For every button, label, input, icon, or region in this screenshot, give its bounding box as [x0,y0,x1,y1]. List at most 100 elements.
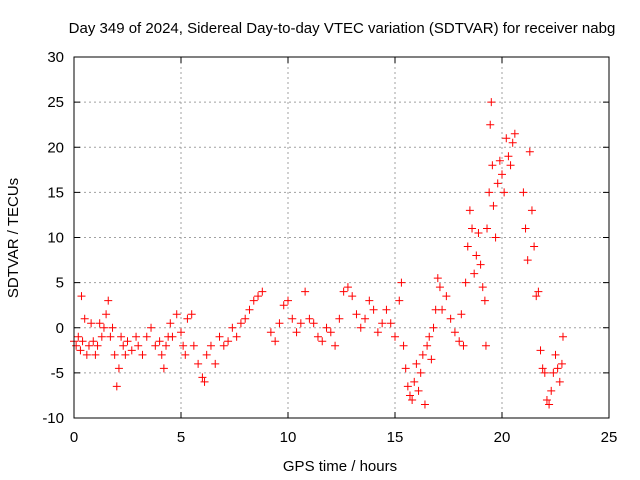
data-point [474,228,483,237]
data-point [459,341,468,350]
data-point [485,188,494,197]
data-point [200,377,209,386]
data-point [322,323,331,332]
data-point [72,341,81,350]
data-point [108,323,117,332]
data-point [110,350,119,359]
data-point [335,314,344,323]
data-point [215,332,224,341]
data-point [258,287,267,296]
data-point [506,161,515,170]
data-point [465,206,474,215]
data-point [339,287,348,296]
data-point [534,287,543,296]
data-point [435,283,444,292]
data-point [414,386,423,395]
data-point [429,323,438,332]
data-point [553,364,562,373]
data-point [373,328,382,337]
y-tick-label: -10 [42,410,64,427]
data-point [391,332,399,341]
data-point [99,323,108,332]
data-point [211,359,220,368]
data-point [123,337,132,346]
data-point [530,242,539,251]
data-point [198,373,207,382]
data-point [481,341,490,350]
data-point [476,260,485,269]
data-point [536,346,545,355]
data-point [555,377,564,386]
data-point [493,179,502,188]
data-point [77,292,86,301]
x-tick-label: 0 [70,429,78,446]
data-point [361,314,370,323]
data-point [89,337,98,346]
data-point [446,314,455,323]
data-point [551,350,560,359]
data-point [519,188,528,197]
data-point [416,368,425,377]
data-point [219,341,228,350]
data-point [487,98,496,107]
data-point [313,332,322,341]
data-point [232,332,241,341]
chart-title: Day 349 of 2024, Sidereal Day-to-day VTE… [69,20,616,37]
data-point [348,292,357,301]
y-tick-label: 5 [56,275,64,292]
plot-frame [73,56,610,419]
data-point [275,319,284,328]
data-point [296,319,305,328]
data-point [119,341,128,350]
x-axis-label: GPS time / hours [283,458,397,475]
data-point [425,332,434,341]
x-tick-label: 5 [177,429,185,446]
data-point [457,310,466,319]
x-tick-label: 20 [494,429,511,446]
data-point [410,377,419,386]
data-point [241,314,250,323]
data-point [206,341,215,350]
data-point [309,319,318,328]
data-point [224,337,233,346]
x-tick-label: 25 [601,429,618,446]
data-point [423,341,432,350]
data-point [82,350,91,359]
data-point [470,269,479,278]
data-point [147,323,156,332]
data-point [401,364,410,373]
data-point [112,382,121,391]
data-point [558,332,567,341]
data-point [527,206,536,215]
data-point [540,368,549,377]
data-point [483,224,492,233]
data-point [504,152,513,161]
data-point [266,328,275,337]
data-point [532,292,541,301]
data-point [455,337,464,346]
data-point [93,341,102,350]
data-point [395,296,404,305]
data-point [102,310,111,319]
data-point [418,350,427,359]
data-point [97,332,106,341]
data-point [442,292,451,301]
data-point [194,359,203,368]
data-point [549,368,558,377]
data-point [95,319,104,328]
data-point [189,341,198,350]
data-point [134,341,143,350]
data-point [179,341,188,350]
data-point [461,278,470,287]
data-point [292,328,301,337]
data-point [450,328,459,337]
data-point [478,283,487,292]
data-point [87,319,96,328]
data-point [168,332,177,341]
data-point [151,341,160,350]
data-point [502,134,511,143]
y-tick-label: 0 [56,320,64,337]
data-point [159,364,168,373]
data-point [202,350,211,359]
data-point [547,386,556,395]
